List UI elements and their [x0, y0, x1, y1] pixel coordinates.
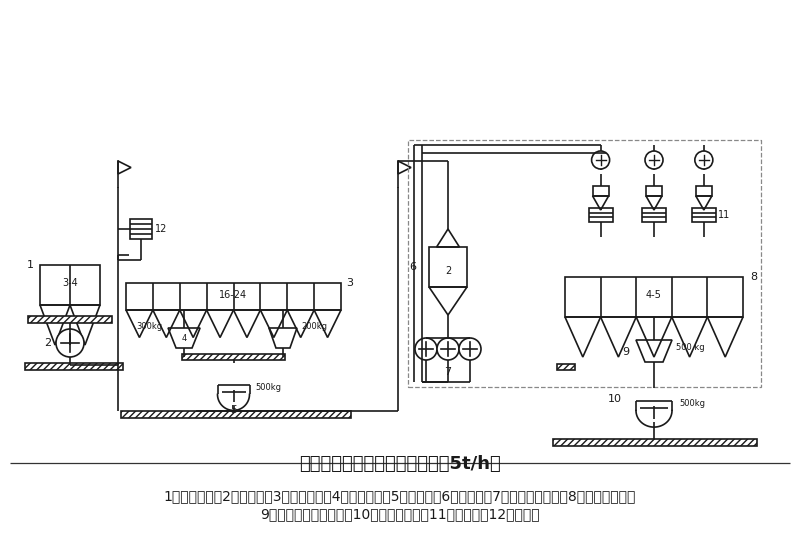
Bar: [25, 363, 123, 370]
Circle shape: [56, 329, 84, 357]
Bar: [121, 411, 351, 418]
Bar: [589, 208, 613, 222]
Text: 200kg: 200kg: [301, 322, 327, 331]
Text: 2: 2: [45, 338, 51, 348]
Circle shape: [645, 151, 663, 169]
Bar: [553, 439, 757, 446]
Bar: [182, 354, 285, 360]
Text: 300kg: 300kg: [136, 322, 162, 331]
Circle shape: [437, 338, 459, 360]
Text: 500kg: 500kg: [679, 400, 705, 409]
Text: 3: 3: [346, 278, 353, 287]
Circle shape: [459, 338, 481, 360]
Text: 9、计量和二次配料秤；10、二级混合机；11、保险筛；12、分级筛: 9、计量和二次配料秤；10、二级混合机；11、保险筛；12、分级筛: [260, 507, 540, 521]
Bar: [130, 219, 152, 239]
Text: 500 kg: 500 kg: [676, 342, 705, 351]
Bar: [565, 277, 743, 317]
Text: 12: 12: [155, 224, 167, 234]
Bar: [557, 364, 575, 370]
Text: 4: 4: [182, 333, 186, 342]
Bar: [429, 247, 467, 287]
Text: 500kg: 500kg: [255, 384, 282, 393]
Text: 11: 11: [718, 210, 730, 220]
Bar: [40, 265, 100, 305]
Text: 3-4: 3-4: [62, 278, 78, 288]
Text: 8: 8: [750, 272, 757, 282]
Text: 二次先粉碎后配料再混合工艺（5t/h）: 二次先粉碎后配料再混合工艺（5t/h）: [299, 455, 501, 473]
Text: 16-24: 16-24: [219, 289, 247, 300]
Bar: [126, 282, 341, 310]
Text: 9: 9: [622, 347, 629, 357]
Text: 5: 5: [230, 405, 237, 415]
Text: 1: 1: [26, 260, 34, 270]
Text: 2: 2: [445, 266, 451, 276]
Text: 6: 6: [409, 262, 416, 272]
Bar: [408, 140, 761, 387]
Bar: [28, 316, 112, 323]
Bar: [696, 186, 712, 196]
Bar: [593, 186, 609, 196]
Text: 10: 10: [608, 394, 622, 404]
Text: 7: 7: [445, 367, 451, 377]
Circle shape: [592, 151, 610, 169]
Bar: [642, 208, 666, 222]
Circle shape: [695, 151, 713, 169]
Bar: [646, 186, 662, 196]
Bar: [692, 208, 716, 222]
Text: 4-5: 4-5: [646, 289, 662, 300]
Circle shape: [415, 338, 437, 360]
Text: 1、待粉碎仓；2、粉碎机；3、主配料仓；4、主配料秤；5、混合机；6、缓冲仓；7、二次微粉碎机；8、二次配料仓；: 1、待粉碎仓；2、粉碎机；3、主配料仓；4、主配料秤；5、混合机；6、缓冲仓；7…: [164, 489, 636, 503]
